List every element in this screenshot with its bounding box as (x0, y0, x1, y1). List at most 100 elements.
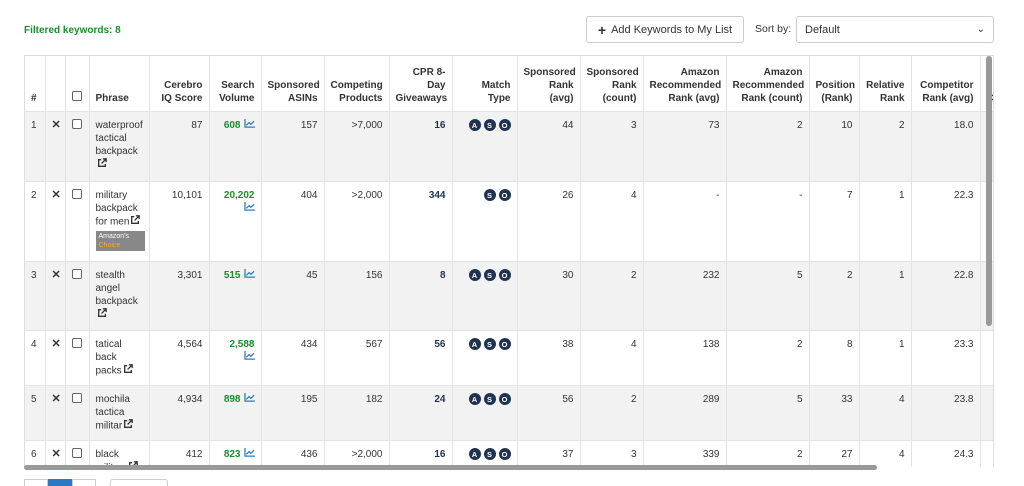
amazon-recommended-rank-count: 2 (726, 111, 810, 182)
sort-by-select[interactable]: Default ⌄ (796, 16, 994, 43)
phrase-text[interactable]: black military (95, 448, 128, 468)
phrase-cell: waterproof tactical backpack (89, 111, 150, 182)
cerebro-iq-score: 10,101 (149, 181, 210, 262)
overflow-cell (980, 330, 993, 386)
sponsored-asins: 45 (261, 261, 325, 331)
amazon-recommended-rank-avg: 138 (643, 330, 727, 386)
sponsored-rank-avg: 30 (517, 261, 581, 331)
sponsored-rank-avg: 44 (517, 111, 581, 182)
match-type-badge: A (468, 393, 481, 405)
remove-icon[interactable]: ✕ (51, 188, 61, 201)
chevron-down-icon: ⌄ (976, 24, 985, 35)
pagination-next[interactable] (72, 479, 96, 486)
pagination-prev[interactable] (24, 479, 48, 486)
trend-chart-icon[interactable] (243, 447, 255, 461)
trend-chart-icon[interactable] (243, 201, 255, 215)
amazon-recommended-rank-avg: 232 (643, 261, 727, 331)
column-header[interactable]: Relative Rank (859, 56, 912, 112)
pagination-page-active[interactable] (48, 479, 72, 486)
pagination (24, 479, 168, 486)
column-header[interactable]: Position (Rank) (809, 56, 860, 112)
trend-chart-icon[interactable] (243, 268, 255, 282)
column-header[interactable]: Competing Products (324, 56, 390, 112)
external-link-icon[interactable] (130, 214, 141, 229)
position-rank: 2 (809, 261, 860, 331)
search-volume-value: 2,588 (229, 338, 255, 350)
remove-icon[interactable]: ✕ (51, 392, 61, 405)
search-volume-cell: 2,588 (209, 330, 262, 386)
vertical-scrollbar[interactable] (986, 56, 992, 326)
match-type-badge: S (483, 119, 496, 131)
relative-rank: 2 (859, 111, 912, 182)
horizontal-scrollbar[interactable] (24, 465, 877, 470)
phrase-text[interactable]: stealth angel backpack (95, 269, 138, 307)
column-header[interactable]: Match Type (452, 56, 518, 112)
search-volume-cell: 515 (209, 261, 262, 331)
table-row: 5 ✕ mochila tactica militar 4,934 898 195 182 2… (25, 385, 993, 441)
competitor-rank-avg: 22.8 (911, 261, 981, 331)
column-header[interactable]: Cerebro IQ Score (149, 56, 210, 112)
match-type-badge: O (498, 189, 511, 201)
row-checkbox[interactable] (72, 268, 82, 279)
match-type-badge: A (468, 338, 481, 350)
search-volume-value: 898 (223, 393, 241, 405)
column-header[interactable]: Sponsored Rank (count) (580, 56, 644, 112)
column-header (45, 56, 66, 112)
external-link-icon[interactable] (97, 157, 107, 172)
external-link-icon[interactable] (123, 363, 133, 378)
table-row: 4 ✕ tatical back packs 4,564 2,588 434 567 56 A S… (25, 330, 993, 386)
row-checkbox[interactable] (72, 447, 82, 458)
column-header[interactable]: Amazon Recommended Rank (avg) (643, 56, 727, 112)
column-header[interactable]: Sponsored ASINs (261, 56, 325, 112)
external-link-icon[interactable] (97, 307, 107, 322)
row-number: 6 (25, 440, 46, 467)
column-header[interactable]: Competitor Rank (avg) (911, 56, 981, 112)
checkbox-cell (65, 440, 90, 467)
keywords-table: # Phrase Cerebro IQ Score Search Volume Spon… (25, 56, 993, 468)
search-volume-cell: 898 (209, 385, 262, 441)
position-rank: 27 (809, 440, 860, 467)
position-rank: 7 (809, 181, 860, 262)
row-checkbox[interactable] (72, 118, 82, 129)
overflow-cell (980, 440, 993, 467)
phrase-text[interactable]: waterproof tactical backpack (95, 119, 143, 157)
phrase-text[interactable]: military backpack for men (95, 189, 138, 228)
column-header[interactable]: Search Volume (209, 56, 262, 112)
add-keywords-label: Add Keywords to My List (611, 23, 733, 36)
row-checkbox[interactable] (72, 188, 82, 199)
external-link-icon[interactable] (123, 418, 134, 433)
cpr-giveaways: 16 (389, 111, 453, 182)
trend-chart-icon[interactable] (243, 350, 255, 364)
search-volume-value: 823 (223, 448, 241, 460)
remove-cell: ✕ (45, 330, 66, 386)
trend-chart-icon[interactable] (243, 118, 255, 132)
column-header[interactable]: Phrase (89, 56, 150, 112)
select-all-checkbox[interactable] (72, 90, 82, 101)
remove-icon[interactable]: ✕ (51, 268, 61, 281)
phrase-text[interactable]: tatical back packs (95, 338, 122, 377)
keywords-table-container[interactable]: # Phrase Cerebro IQ Score Search Volume Spon… (24, 55, 994, 467)
remove-icon[interactable]: ✕ (51, 337, 61, 350)
column-header[interactable] (65, 56, 90, 112)
add-keywords-button[interactable]: + Add Keywords to My List (586, 16, 744, 43)
sponsored-rank-count: 3 (580, 111, 644, 182)
remove-icon[interactable]: ✕ (51, 447, 61, 460)
row-checkbox[interactable] (72, 337, 82, 348)
row-checkbox[interactable] (72, 392, 82, 403)
column-header[interactable]: CPR 8-Day Giveaways (389, 56, 453, 112)
trend-chart-icon[interactable] (243, 392, 255, 406)
competitor-rank-avg: 18.0 (911, 111, 981, 182)
phrase-text[interactable]: mochila tactica militar (95, 393, 130, 432)
page-size-select[interactable] (110, 479, 168, 486)
column-header[interactable]: Amazon Recommended Rank (count) (726, 56, 810, 112)
competing-products: >2,000 (324, 181, 390, 262)
amazon-recommended-rank-avg: - (643, 181, 727, 262)
relative-rank: 1 (859, 330, 912, 386)
remove-icon[interactable]: ✕ (51, 118, 61, 131)
column-header[interactable]: Sponsored Rank (avg) (517, 56, 581, 112)
competing-products: >7,000 (324, 111, 390, 182)
